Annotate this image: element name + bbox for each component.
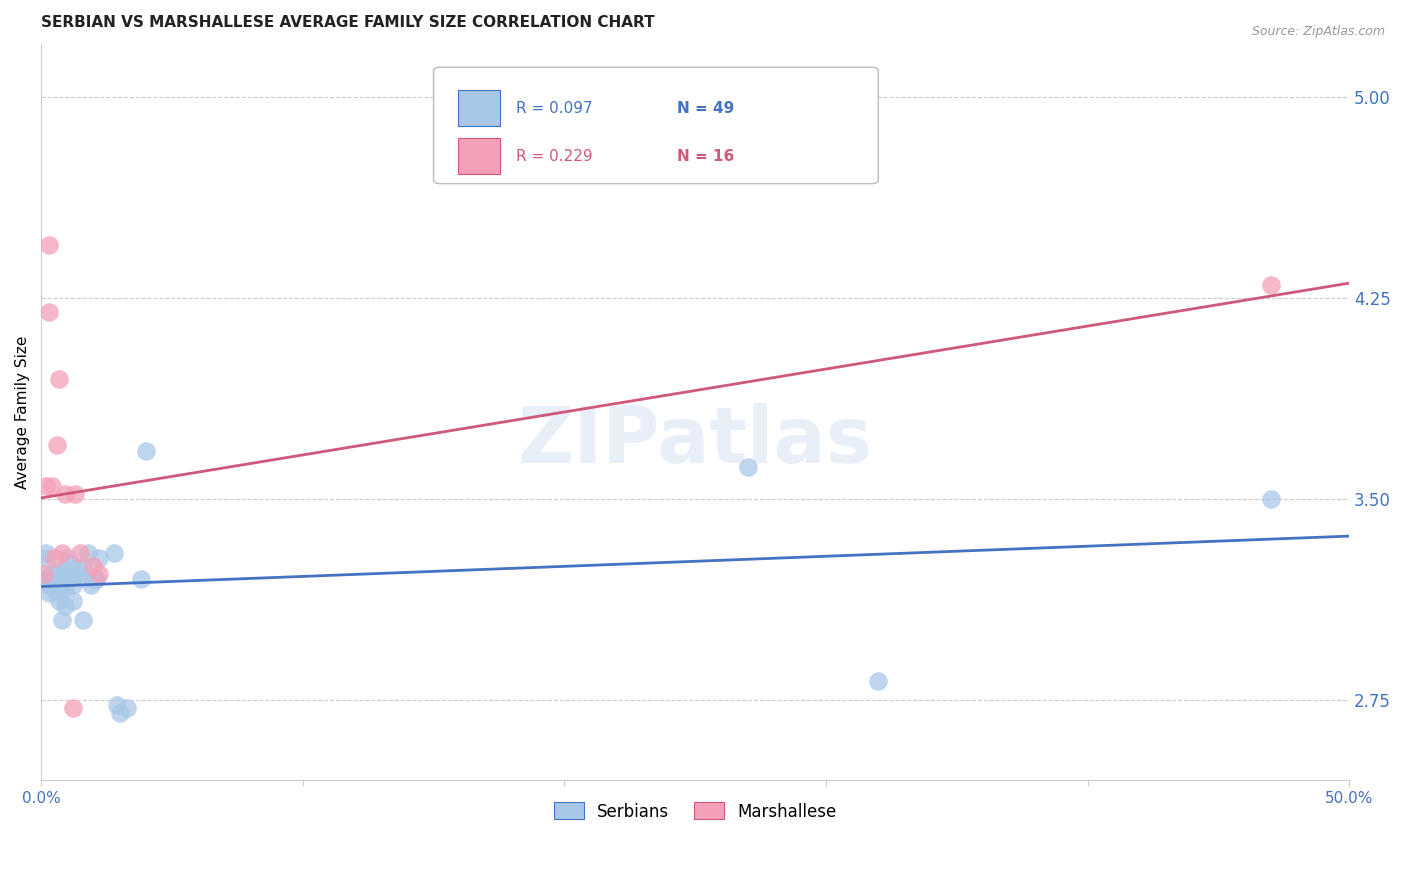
- Point: [103, 546, 125, 560]
- Point: [56, 573, 79, 587]
- Point: [45, 438, 67, 452]
- Point: [84, 573, 107, 587]
- Point: [84, 573, 107, 587]
- Point: [62, 578, 84, 592]
- Point: [35, 551, 58, 566]
- Point: [53, 581, 76, 595]
- Point: [44, 583, 66, 598]
- Point: [56, 551, 79, 566]
- Point: [32, 573, 55, 587]
- Text: R = 0.097: R = 0.097: [516, 101, 592, 116]
- Point: [62, 701, 84, 715]
- Point: [108, 706, 131, 721]
- Point: [41, 578, 63, 592]
- Point: [59, 557, 82, 571]
- Point: [82, 573, 104, 587]
- Text: N = 16: N = 16: [676, 149, 734, 164]
- Point: [44, 567, 66, 582]
- Point: [63, 486, 86, 500]
- Point: [48, 594, 70, 608]
- Point: [129, 573, 152, 587]
- Point: [51, 613, 73, 627]
- Point: [38, 237, 60, 252]
- Point: [53, 573, 76, 587]
- Point: [38, 304, 60, 318]
- Point: [35, 546, 58, 560]
- Point: [69, 546, 91, 560]
- Point: [45, 573, 67, 587]
- Point: [63, 567, 86, 582]
- Point: [48, 586, 70, 600]
- Point: [44, 573, 66, 587]
- FancyBboxPatch shape: [458, 138, 501, 174]
- FancyBboxPatch shape: [433, 67, 879, 184]
- Point: [72, 613, 94, 627]
- Text: SERBIAN VS MARSHALLESE AVERAGE FAMILY SIZE CORRELATION CHART: SERBIAN VS MARSHALLESE AVERAGE FAMILY SI…: [41, 15, 655, 30]
- Point: [48, 371, 70, 385]
- Point: [66, 562, 89, 576]
- Point: [80, 578, 103, 592]
- Point: [53, 599, 76, 614]
- Text: ZIPatlas: ZIPatlas: [517, 403, 873, 479]
- Point: [72, 559, 94, 574]
- Legend: Serbians, Marshallese: Serbians, Marshallese: [547, 796, 844, 827]
- Point: [38, 573, 60, 587]
- Point: [87, 567, 110, 582]
- Point: [38, 586, 60, 600]
- Y-axis label: Average Family Size: Average Family Size: [15, 335, 30, 489]
- Point: [87, 551, 110, 566]
- Point: [53, 486, 76, 500]
- FancyBboxPatch shape: [458, 90, 501, 126]
- Point: [868, 674, 890, 689]
- Point: [69, 567, 91, 582]
- Point: [44, 578, 66, 592]
- Point: [1260, 491, 1282, 506]
- Text: R = 0.229: R = 0.229: [516, 149, 592, 164]
- Point: [32, 567, 55, 582]
- Text: Source: ZipAtlas.com: Source: ZipAtlas.com: [1251, 25, 1385, 38]
- Point: [51, 567, 73, 582]
- Point: [44, 551, 66, 566]
- Point: [62, 594, 84, 608]
- Point: [105, 698, 128, 713]
- Point: [737, 459, 759, 474]
- Point: [51, 578, 73, 592]
- Point: [45, 565, 67, 579]
- Point: [41, 478, 63, 492]
- Point: [38, 578, 60, 592]
- Point: [41, 567, 63, 582]
- Point: [135, 443, 157, 458]
- Text: N = 49: N = 49: [676, 101, 734, 116]
- Point: [1260, 277, 1282, 292]
- Point: [82, 559, 104, 574]
- Point: [48, 578, 70, 592]
- Point: [51, 573, 73, 587]
- Point: [77, 546, 100, 560]
- Point: [117, 701, 139, 715]
- Point: [35, 478, 58, 492]
- Point: [51, 546, 73, 560]
